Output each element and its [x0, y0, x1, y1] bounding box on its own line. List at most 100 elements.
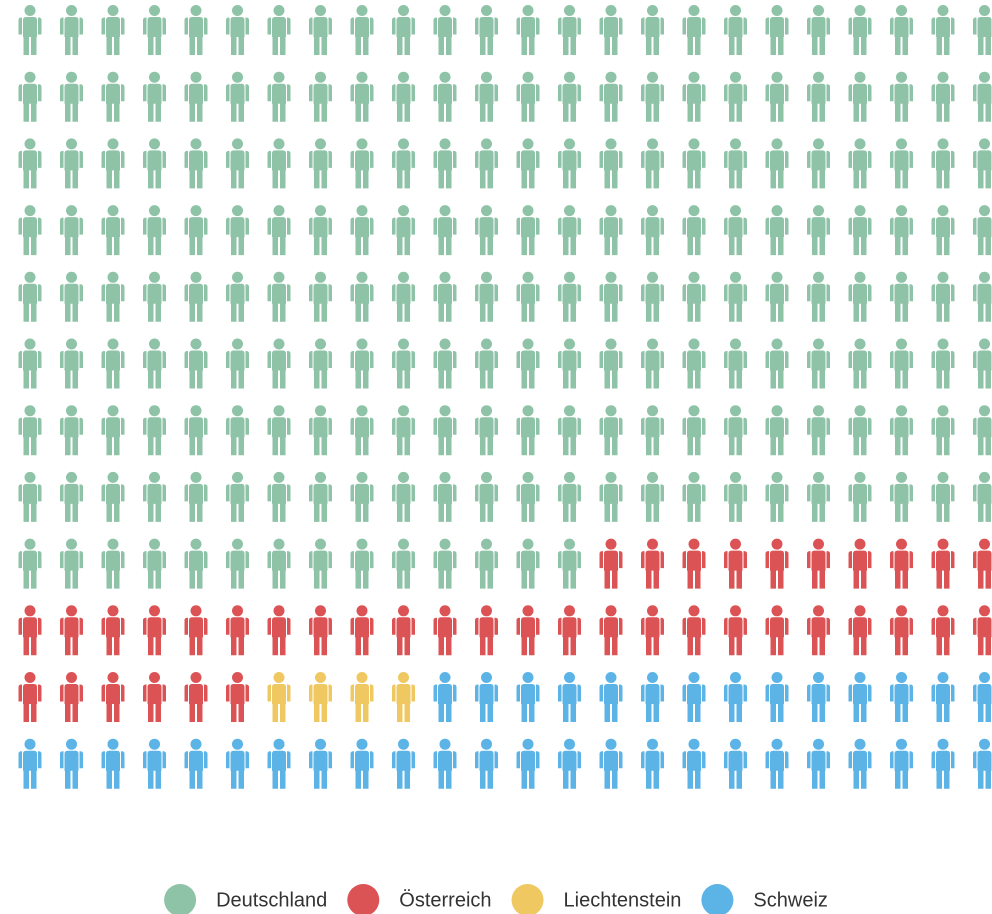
person-icon [101, 338, 125, 389]
icon-head [315, 672, 326, 683]
person-icon [807, 138, 830, 189]
icon-head [522, 672, 534, 683]
icon-head [896, 405, 907, 417]
icon-head [937, 205, 949, 217]
icon-head [66, 71, 77, 83]
person-icon [392, 471, 415, 522]
person-icon [641, 5, 664, 55]
icon-head [813, 205, 824, 217]
icon-head [107, 271, 119, 283]
person-icon [184, 672, 208, 722]
person-icon [682, 271, 706, 322]
icon-head [398, 405, 409, 417]
icon-head [813, 538, 824, 550]
icon-head [232, 71, 243, 83]
icon-body [682, 750, 706, 789]
person-icon [475, 738, 498, 789]
icon-body [267, 150, 291, 189]
icon-body [765, 750, 789, 789]
person-icon [807, 271, 830, 322]
person-icon [309, 672, 332, 722]
person-icon [309, 538, 332, 589]
person-icon [890, 205, 913, 256]
icon-head [896, 205, 907, 217]
icon-head [771, 338, 783, 350]
icon-body [309, 217, 332, 256]
icon-body [807, 550, 830, 589]
icon-body [558, 217, 581, 256]
icon-body [599, 550, 623, 589]
icon-head [771, 471, 783, 483]
icon-head [24, 672, 36, 683]
person-icon [848, 138, 872, 189]
icon-head [522, 738, 534, 750]
icon-head [481, 71, 492, 83]
person-icon [101, 205, 125, 256]
person-icon [18, 338, 42, 389]
person-icon [101, 71, 125, 122]
icon-body [143, 283, 166, 322]
icon-head [937, 138, 949, 150]
icon-head [771, 405, 783, 417]
icon-body [724, 17, 747, 55]
icon-head [854, 405, 866, 417]
icon-head [813, 738, 824, 750]
icon-body [558, 483, 581, 522]
person-icon [973, 738, 992, 789]
icon-body [101, 684, 125, 722]
icon-head [605, 338, 617, 350]
icon-head [66, 738, 77, 750]
icon-head [730, 471, 741, 483]
icon-body [184, 550, 208, 589]
icon-body [433, 217, 457, 256]
person-icon [724, 271, 747, 322]
person-icon [807, 738, 830, 789]
icon-head [315, 471, 326, 483]
icon-body [350, 217, 374, 256]
icon-body [101, 150, 125, 189]
icon-head [232, 471, 243, 483]
person-icon [765, 5, 789, 55]
person-icon [641, 205, 664, 256]
person-icon [309, 405, 332, 456]
person-icon [18, 405, 42, 456]
icon-head [398, 471, 409, 483]
icon-head [854, 205, 866, 217]
person-icon [599, 71, 623, 122]
person-icon [143, 138, 166, 189]
icon-head [813, 605, 824, 617]
person-icon [101, 405, 125, 456]
icon-head [190, 471, 202, 483]
person-icon [309, 138, 332, 189]
person-icon [350, 138, 374, 189]
person-icon [475, 138, 498, 189]
person-icon [931, 471, 955, 522]
icon-body [267, 283, 291, 322]
icon-body [184, 350, 208, 389]
icon-head [688, 405, 700, 417]
person-icon [516, 538, 540, 589]
icon-head [66, 471, 77, 483]
icon-body [18, 417, 42, 456]
icon-body [848, 750, 872, 789]
person-icon [309, 338, 332, 389]
icon-head [730, 405, 741, 417]
icon-body [807, 750, 830, 789]
icon-body [309, 684, 332, 722]
icon-body [226, 83, 249, 122]
icon-head [730, 338, 741, 350]
icon-head [356, 672, 368, 683]
person-icon [60, 672, 83, 722]
person-icon [890, 738, 913, 789]
icon-head [149, 338, 160, 350]
person-icon [60, 271, 83, 322]
person-icon [392, 271, 415, 322]
icon-body [890, 684, 913, 722]
icon-body [516, 684, 540, 722]
icon-head [979, 672, 990, 683]
icon-body [392, 483, 415, 522]
person-icon [599, 471, 623, 522]
icon-body [350, 350, 374, 389]
icon-head [439, 138, 451, 150]
icon-head [481, 5, 492, 16]
